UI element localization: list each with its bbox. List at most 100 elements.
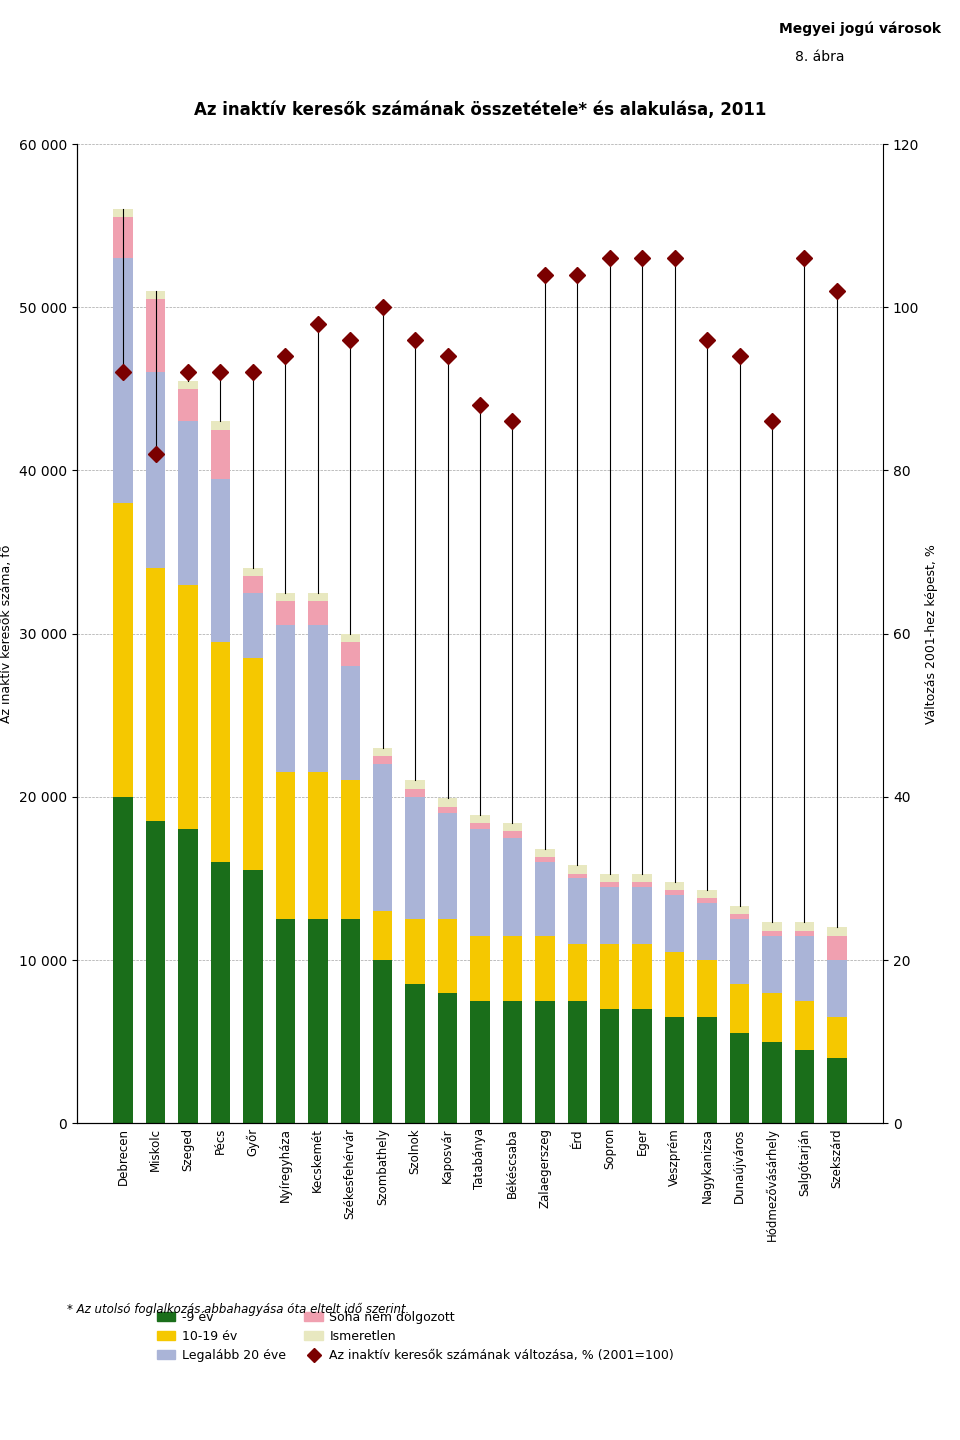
- Bar: [633, 943, 652, 1009]
- Bar: [211, 429, 230, 478]
- Bar: [762, 992, 781, 1041]
- Bar: [503, 831, 522, 838]
- Bar: [113, 796, 132, 1123]
- Bar: [146, 373, 165, 569]
- Bar: [665, 1017, 684, 1123]
- Bar: [503, 1001, 522, 1123]
- Bar: [665, 894, 684, 952]
- Bar: [179, 829, 198, 1123]
- Bar: [211, 642, 230, 863]
- Bar: [633, 881, 652, 887]
- Bar: [697, 890, 717, 899]
- Bar: [567, 1001, 588, 1123]
- Bar: [308, 600, 327, 625]
- Bar: [600, 874, 619, 881]
- Bar: [276, 919, 295, 1123]
- Bar: [665, 952, 684, 1017]
- Bar: [372, 756, 393, 765]
- Bar: [535, 857, 555, 863]
- Bar: [341, 780, 360, 919]
- Bar: [308, 772, 327, 919]
- Bar: [341, 634, 360, 642]
- Bar: [503, 936, 522, 1001]
- Bar: [697, 899, 717, 903]
- Bar: [146, 291, 165, 300]
- Y-axis label: Az inaktív keresők száma, fő: Az inaktív keresők száma, fő: [0, 544, 13, 723]
- Bar: [372, 765, 393, 912]
- Text: Az inaktív keresők számának összetétele* és alakulása, 2011: Az inaktív keresők számának összetétele*…: [194, 101, 766, 118]
- Bar: [276, 600, 295, 625]
- Bar: [438, 806, 457, 814]
- Bar: [211, 863, 230, 1123]
- Bar: [146, 569, 165, 821]
- Bar: [372, 912, 393, 960]
- Bar: [470, 822, 490, 829]
- Bar: [795, 1050, 814, 1123]
- Bar: [438, 814, 457, 919]
- Bar: [179, 389, 198, 422]
- Bar: [567, 865, 588, 874]
- Bar: [146, 300, 165, 373]
- Bar: [730, 906, 749, 914]
- Bar: [535, 936, 555, 1001]
- Bar: [567, 874, 588, 878]
- Bar: [179, 585, 198, 829]
- Bar: [405, 796, 425, 919]
- Bar: [795, 936, 814, 1001]
- Bar: [795, 1001, 814, 1050]
- Text: Megyei jogú városok: Megyei jogú városok: [779, 22, 941, 36]
- Bar: [470, 1001, 490, 1123]
- Bar: [697, 1017, 717, 1123]
- Bar: [535, 863, 555, 936]
- Bar: [633, 887, 652, 943]
- Bar: [470, 815, 490, 822]
- Bar: [600, 1009, 619, 1123]
- Bar: [730, 919, 749, 985]
- Bar: [665, 881, 684, 890]
- Bar: [438, 992, 457, 1123]
- Bar: [341, 667, 360, 780]
- Bar: [405, 780, 425, 789]
- Bar: [762, 923, 781, 930]
- Bar: [276, 625, 295, 772]
- Bar: [503, 838, 522, 936]
- Bar: [405, 985, 425, 1123]
- Bar: [276, 772, 295, 919]
- Text: 8. ábra: 8. ábra: [795, 50, 845, 65]
- Bar: [179, 422, 198, 585]
- Bar: [828, 1058, 847, 1123]
- Bar: [600, 887, 619, 943]
- Bar: [795, 923, 814, 930]
- Text: * Az utolsó foglalkozás abbahagyása óta eltelt idő szerint.: * Az utolsó foglalkozás abbahagyása óta …: [67, 1303, 410, 1316]
- Bar: [341, 642, 360, 667]
- Bar: [179, 380, 198, 389]
- Bar: [600, 881, 619, 887]
- Bar: [762, 936, 781, 992]
- Bar: [211, 422, 230, 429]
- Bar: [828, 936, 847, 960]
- Bar: [113, 503, 132, 796]
- Bar: [243, 658, 263, 870]
- Bar: [730, 914, 749, 919]
- Bar: [762, 930, 781, 936]
- Bar: [470, 936, 490, 1001]
- Bar: [243, 576, 263, 593]
- Bar: [113, 258, 132, 503]
- Bar: [633, 1009, 652, 1123]
- Bar: [828, 960, 847, 1017]
- Bar: [828, 927, 847, 936]
- Bar: [633, 874, 652, 881]
- Bar: [341, 919, 360, 1123]
- Bar: [211, 478, 230, 642]
- Bar: [243, 593, 263, 658]
- Bar: [697, 960, 717, 1017]
- Bar: [828, 1017, 847, 1058]
- Bar: [308, 919, 327, 1123]
- Bar: [470, 829, 490, 936]
- Bar: [438, 919, 457, 992]
- Bar: [405, 789, 425, 796]
- Bar: [600, 943, 619, 1009]
- Bar: [146, 821, 165, 1123]
- Legend: -9 év, 10-19 év, Legalább 20 éve, Soha nem dolgozott, Ismeretlen, Az inaktív ker: -9 év, 10-19 év, Legalább 20 éve, Soha n…: [152, 1306, 680, 1367]
- Bar: [697, 903, 717, 960]
